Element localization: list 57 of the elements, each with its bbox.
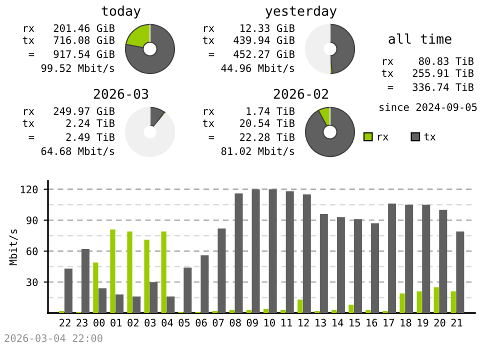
y-tick-label: 120: [20, 186, 38, 194]
chart-title: 2026-02: [274, 88, 328, 99]
text: since 2024-09-05: [380, 103, 477, 112]
x-tick-label: 07: [212, 318, 224, 327]
x-tick-label: 05: [178, 318, 190, 327]
x-tick-label: 16: [366, 318, 378, 327]
x-tick-label: 20: [434, 318, 446, 327]
text: 64.68 Mbit/s: [41, 147, 114, 156]
x-tick-label: 06: [196, 318, 207, 327]
chart-title: 2026-03: [94, 88, 148, 99]
text: rx 201.46 GiB: [24, 24, 115, 32]
x-tick-label: 18: [400, 318, 412, 327]
x-tick-label: 03: [144, 318, 156, 327]
y-tick-label: 60: [26, 247, 38, 256]
x-tick-label: 13: [316, 318, 326, 327]
chart-title: today: [102, 6, 141, 18]
text: rx 12.33 GiB: [204, 24, 295, 32]
text: tx 2.24 TiB: [22, 119, 115, 127]
x-tick-label: 08: [230, 318, 241, 327]
x-tick-label: 23: [76, 318, 88, 327]
x-tick-label: 00: [94, 318, 105, 327]
text: 44.96 Mbit/s: [221, 64, 294, 73]
y-tick-label: 30: [26, 278, 38, 286]
text: tx 716.08 GiB: [22, 36, 115, 44]
legend-label: tx: [424, 133, 436, 140]
text: = 336.74 TiB: [388, 83, 474, 92]
x-tick-label: 11: [282, 318, 292, 326]
x-tick-label: 22: [60, 318, 70, 326]
text: tx 439.94 GiB: [202, 36, 295, 44]
text: rx 1.74 TiB: [204, 107, 295, 115]
x-tick-label: 17: [384, 318, 394, 326]
chart-title: yesterday: [266, 6, 337, 18]
text: rx 249.97 GiB: [24, 107, 115, 116]
x-tick-label: 12: [298, 318, 309, 326]
x-tick-label: 04: [162, 318, 173, 327]
x-tick-label: 10: [264, 318, 275, 327]
x-tick-label: 14: [332, 318, 344, 326]
text: tx 20.54 TiB: [202, 119, 295, 128]
text: tx 255.91 TiB: [382, 69, 474, 78]
x-tick-label: 09: [246, 318, 258, 327]
text: all time: [388, 34, 452, 44]
text: 2026-03-04 22:00: [4, 334, 102, 342]
text: = 2.49 TiB: [28, 133, 115, 142]
y-axis-title: Mbit/s: [9, 229, 18, 266]
x-tick-label: 15: [350, 318, 360, 327]
x-tick-label: 19: [418, 318, 428, 327]
text: = 22.28 TiB: [208, 133, 295, 142]
legend-label: rx: [378, 134, 388, 140]
text: = 452.27 GiB: [208, 50, 295, 58]
text: 99.52 Mbit/s: [41, 64, 114, 73]
text: = 917.54 GiB: [28, 50, 115, 58]
y-tick-label: 90: [26, 216, 38, 224]
text: 81.02 Mbit/s: [221, 147, 294, 156]
text: rx 80.83 TiB: [383, 57, 474, 66]
x-tick-label: 21: [451, 318, 462, 326]
x-tick-label: 02: [128, 318, 138, 327]
x-tick-label: 01: [110, 318, 122, 327]
